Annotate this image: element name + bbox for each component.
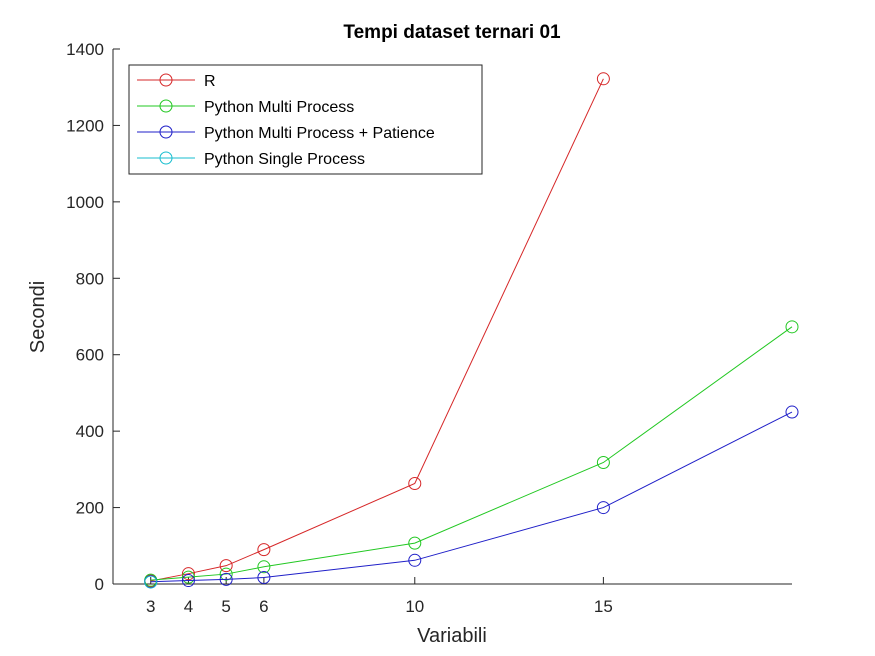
x-tick-label: 4: [184, 597, 193, 616]
series-layer: [144, 72, 799, 589]
y-tick-label: 1200: [66, 116, 104, 135]
legend-item: R: [137, 73, 216, 90]
legend-item: Python Multi Process + Patience: [137, 125, 435, 142]
legend-marker: [159, 73, 173, 87]
series: [144, 72, 610, 588]
y-tick-label: 0: [95, 575, 104, 594]
x-tick-label: 3: [146, 597, 155, 616]
legend-label: Python Single Process: [204, 151, 365, 168]
x-tick-label: 6: [259, 597, 268, 616]
legend-label: R: [204, 73, 216, 90]
data-point: [408, 553, 422, 567]
data-point: [257, 571, 271, 585]
x-tick-label: 15: [594, 597, 613, 616]
y-tick-label: 200: [76, 499, 104, 518]
data-point: [257, 543, 271, 557]
data-point: [785, 405, 799, 419]
legend-label: Python Multi Process: [204, 99, 354, 116]
y-tick-label: 1000: [66, 193, 104, 212]
data-point: [408, 536, 422, 550]
y-tick-label: 1400: [66, 40, 104, 59]
series-line: [150, 411, 793, 583]
data-point: [596, 455, 610, 469]
data-point: [408, 476, 422, 490]
legend-item: Python Single Process: [137, 151, 365, 168]
data-point: [181, 567, 195, 581]
data-point: [219, 572, 233, 586]
series-line: [150, 326, 793, 581]
y-tick-label: 600: [76, 346, 104, 365]
legend-box: [128, 64, 483, 175]
x-tick-label: 10: [405, 597, 424, 616]
data-point: [596, 501, 610, 515]
legend-marker: [159, 125, 173, 139]
chart-title: Tempi dataset ternari 01: [343, 22, 561, 43]
y-axis-label: Secondi: [27, 281, 49, 353]
legend-label: Python Multi Process + Patience: [204, 125, 435, 142]
data-point: [596, 72, 610, 86]
data-point: [785, 320, 799, 334]
axes: 3 4 5 6 10 15 0 200 400 600 800 1000 1200 1400: [66, 40, 792, 616]
legend-marker: [159, 99, 173, 113]
legend: R Python Multi Process Python Multi Proces…: [128, 64, 483, 175]
y-tick-label: 800: [76, 269, 104, 288]
data-point: [181, 570, 195, 584]
data-point: [181, 574, 195, 588]
legend-marker: [159, 151, 173, 165]
series: [144, 575, 158, 589]
legend-item: Python Multi Process: [137, 99, 354, 116]
y-tick-label: 400: [76, 422, 104, 441]
data-point: [257, 560, 271, 574]
x-tick-label: 5: [221, 597, 230, 616]
x-axis-label: Variabili: [417, 625, 487, 647]
data-point: [219, 567, 233, 581]
data-point: [219, 559, 233, 573]
data-point: [144, 575, 158, 589]
